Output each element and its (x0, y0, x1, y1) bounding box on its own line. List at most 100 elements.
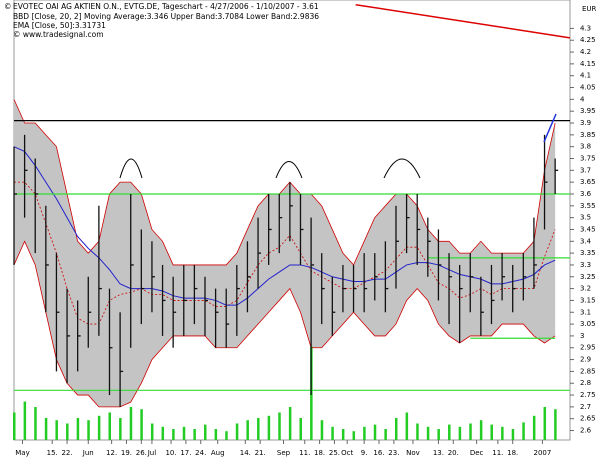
volume-bar (416, 423, 419, 440)
y-tick-label: 3.55 (580, 202, 596, 210)
volume-bar (469, 423, 472, 440)
y-tick-label: 3.95 (580, 107, 596, 115)
volume-bar (511, 429, 515, 440)
y-tick-label: 4 (580, 95, 585, 103)
volume-bar (437, 429, 440, 440)
x-tick-label: 2007 (533, 449, 551, 457)
volume-bar (172, 429, 175, 440)
y-tick-label: 2.85 (580, 367, 596, 375)
chart-title: EVOTEC OAI AG AKTIEN O.N., EVTG.DE, Tage… (13, 2, 319, 11)
moving-average (14, 181, 556, 325)
y-tick-label: 2.9 (580, 356, 591, 364)
volume-bar (161, 426, 165, 440)
ema-line (13, 146, 556, 306)
volume-bar (150, 423, 154, 440)
y-tick-label: 3.3 (580, 261, 591, 269)
y-tick-label: 3.2 (580, 285, 591, 293)
volume-bar (384, 429, 387, 440)
arrow (543, 113, 557, 143)
y-tick-label: 3.45 (580, 225, 596, 233)
volume-bar (479, 420, 483, 440)
volume-bar (66, 423, 69, 440)
volume-bar (246, 420, 249, 440)
volume-bar (426, 426, 430, 440)
volume-bar (129, 407, 133, 440)
y-tick-label: 3 (580, 332, 584, 340)
x-tick-label: 23. (388, 449, 399, 457)
y-tick-label: 2.8 (580, 379, 591, 387)
volume-bar (257, 418, 260, 440)
y-tick-label: 3.8 (580, 143, 591, 151)
volume-bar (76, 418, 80, 440)
unit-label: EUR (582, 5, 597, 13)
x-tick-label: 15. (47, 449, 58, 457)
upper-band (13, 99, 556, 266)
y-tick-label: 3.6 (580, 190, 592, 198)
y-tick-label: 3.35 (580, 249, 596, 257)
y-tick-label: 3.25 (580, 273, 596, 281)
volume-bar (23, 401, 27, 440)
source: © www.tradesignal.com (13, 30, 104, 39)
volume-bar (97, 415, 101, 440)
y-tick-label: 2.75 (580, 391, 596, 399)
x-tick-label: Dec (470, 449, 484, 457)
volume-bar (193, 429, 196, 440)
indicator-label: EMA [Close, 50]:3.31731 (13, 21, 106, 30)
x-tick-label: 16. (373, 449, 384, 457)
volume-bar (87, 420, 90, 440)
volume-bar (140, 409, 143, 440)
y-tick-label: 2.7 (580, 403, 591, 411)
y-tick-label: 2.95 (580, 344, 596, 352)
volume-bar (267, 415, 271, 440)
x-tick-label: Nov (406, 449, 420, 457)
x-tick-label: 20. (448, 449, 459, 457)
volume-bar (458, 426, 462, 440)
volume-bar (119, 418, 122, 440)
y-tick-label: 3.9 (580, 119, 591, 127)
y-tick-label: 3.5 (580, 214, 591, 222)
y-tick-label: 2.65 (580, 415, 596, 423)
volume-bar (490, 424, 493, 440)
volume-bar (331, 426, 334, 440)
volume-bar (225, 431, 228, 440)
volume-bar (394, 418, 398, 440)
volume-bar (55, 420, 58, 440)
arc (275, 161, 303, 179)
volume-bar (522, 422, 525, 440)
x-tick-label: 14. (240, 449, 251, 457)
volume-bar (543, 407, 547, 440)
volume-bar (554, 409, 557, 440)
plot (13, 3, 571, 440)
x-tick-label: Sep (277, 449, 291, 457)
band-fill (14, 99, 556, 407)
arc (383, 158, 421, 179)
x-tick-label: 19. (121, 449, 132, 457)
volume-bar (108, 412, 111, 440)
x-tick-label: 22. (61, 449, 72, 457)
volume-bar (34, 407, 37, 440)
x-tick-label: 11. (299, 449, 310, 457)
indicator-label: BBD [Close, 20, 2] Moving Average:3.346 … (13, 12, 319, 21)
x-tick-label: 18. (507, 449, 518, 457)
x-tick-label: Jun (82, 449, 94, 457)
volume-bar (299, 418, 302, 440)
x-tick-label: 13. (433, 449, 444, 457)
x-tick-label: 12. (106, 449, 117, 457)
y-tick-label: 2.6 (580, 427, 592, 435)
lower-band (13, 240, 556, 408)
y-tick-label: 4.25 (580, 36, 596, 44)
volume-bar (182, 426, 186, 440)
trend-line (355, 3, 571, 39)
y-tick-label: 4.15 (580, 60, 596, 68)
x-tick-label: Oct (341, 449, 353, 457)
y-tick-label: 3.65 (580, 178, 596, 186)
x-tick-label: May (15, 449, 29, 457)
y-tick-label: 4.3 (580, 24, 591, 32)
x-tick-label: 18. (314, 449, 325, 457)
volume-bar (13, 412, 16, 440)
x-tick-label: 17. (180, 449, 191, 457)
x-tick-label: 25. (329, 449, 340, 457)
y-tick-label: 3.05 (580, 320, 596, 328)
volume-bar (373, 424, 377, 440)
